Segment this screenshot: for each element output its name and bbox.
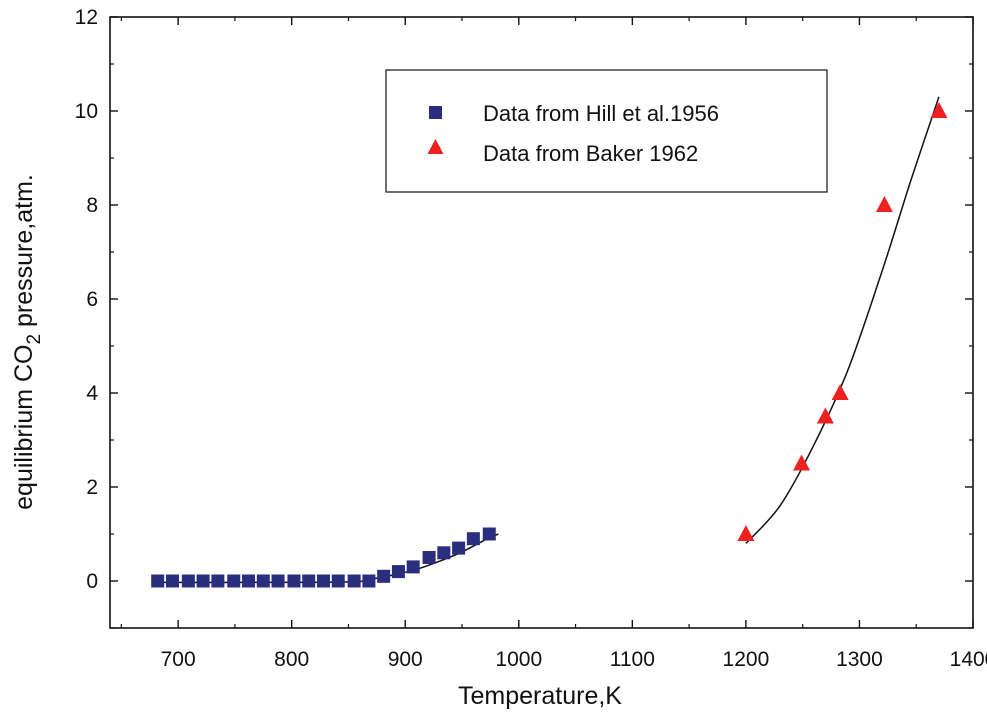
x-tick-label: 1300 — [836, 648, 883, 671]
x-tick-label: 900 — [388, 648, 423, 671]
y-tick-label: 4 — [86, 382, 98, 405]
x-tick-label: 1400 — [950, 648, 987, 671]
y-tick-label: 8 — [86, 194, 98, 217]
legend: Data from Hill et al.1956 Data from Bake… — [385, 69, 828, 193]
y-axis-title-subscript: 2 — [24, 334, 45, 345]
hill-data-point — [242, 574, 256, 588]
legend-triangle-marker — [427, 139, 444, 154]
baker-data-point — [875, 196, 893, 212]
baker-data-point — [793, 454, 811, 471]
y-tick-label: 10 — [75, 100, 98, 123]
plot-area-frame — [109, 16, 974, 629]
hill-data-point — [211, 574, 225, 588]
hill-data-point — [422, 551, 436, 564]
hill-data-point — [391, 565, 405, 579]
hill-data-point — [377, 569, 391, 583]
hill-data-point — [482, 527, 496, 541]
x-tick-label: 1200 — [723, 648, 770, 671]
legend-label-hill: Data from Hill et al.1956 — [483, 101, 719, 126]
y-tick-label: 6 — [86, 288, 98, 311]
hill-data-point — [271, 574, 285, 588]
x-tick-label: 1100 — [610, 648, 655, 671]
hill-data-point — [196, 574, 210, 588]
x-tick-label: 700 — [161, 648, 196, 671]
y-tick-label: 12 — [75, 6, 98, 29]
hill-data-point — [165, 574, 179, 588]
data-markers — [151, 102, 948, 588]
y-tick-label: 0 — [86, 570, 98, 593]
hill-data-point — [227, 574, 241, 588]
baker-data-point — [930, 102, 948, 118]
baker-data-point — [816, 407, 834, 424]
hill-data-point — [406, 560, 420, 574]
legend-square-marker — [429, 106, 442, 119]
baker-data-point — [737, 525, 755, 541]
baker-data-point — [831, 384, 849, 400]
hill-data-point — [256, 574, 270, 588]
hill-data-point — [452, 541, 466, 555]
legend-label-baker: Data from Baker 1962 — [483, 141, 698, 166]
y-axis-title: equilibrium CO2 pressure,atm. — [10, 174, 45, 510]
hill-data-point — [437, 546, 451, 560]
hill-data-point — [316, 574, 330, 588]
y-axis-title-prefix: equilibrium CO — [10, 345, 38, 510]
hill-data-point — [302, 574, 316, 588]
x-axis-ticks: 700 800 900 1000 1100 1200 1300 1400 — [120, 17, 987, 671]
x-tick-label: 1000 — [495, 648, 542, 671]
y-tick-label: 2 — [86, 476, 98, 499]
y-axis-ticks: 0 2 4 6 8 10 12 — [75, 6, 973, 629]
hill-data-point — [151, 574, 165, 588]
x-axis-title: Temperature,K — [458, 682, 622, 710]
hill-data-point — [287, 574, 301, 588]
legend-box — [385, 69, 828, 193]
hill-data-point — [362, 574, 376, 588]
hill-data-point — [466, 532, 480, 546]
hill-data-point — [347, 574, 361, 588]
y-axis-title-suffix: pressure,atm. — [10, 174, 38, 334]
x-tick-label: 800 — [274, 648, 309, 671]
hill-data-point — [181, 574, 195, 588]
hill-data-point — [331, 574, 345, 588]
fit-curve — [745, 96, 940, 544]
